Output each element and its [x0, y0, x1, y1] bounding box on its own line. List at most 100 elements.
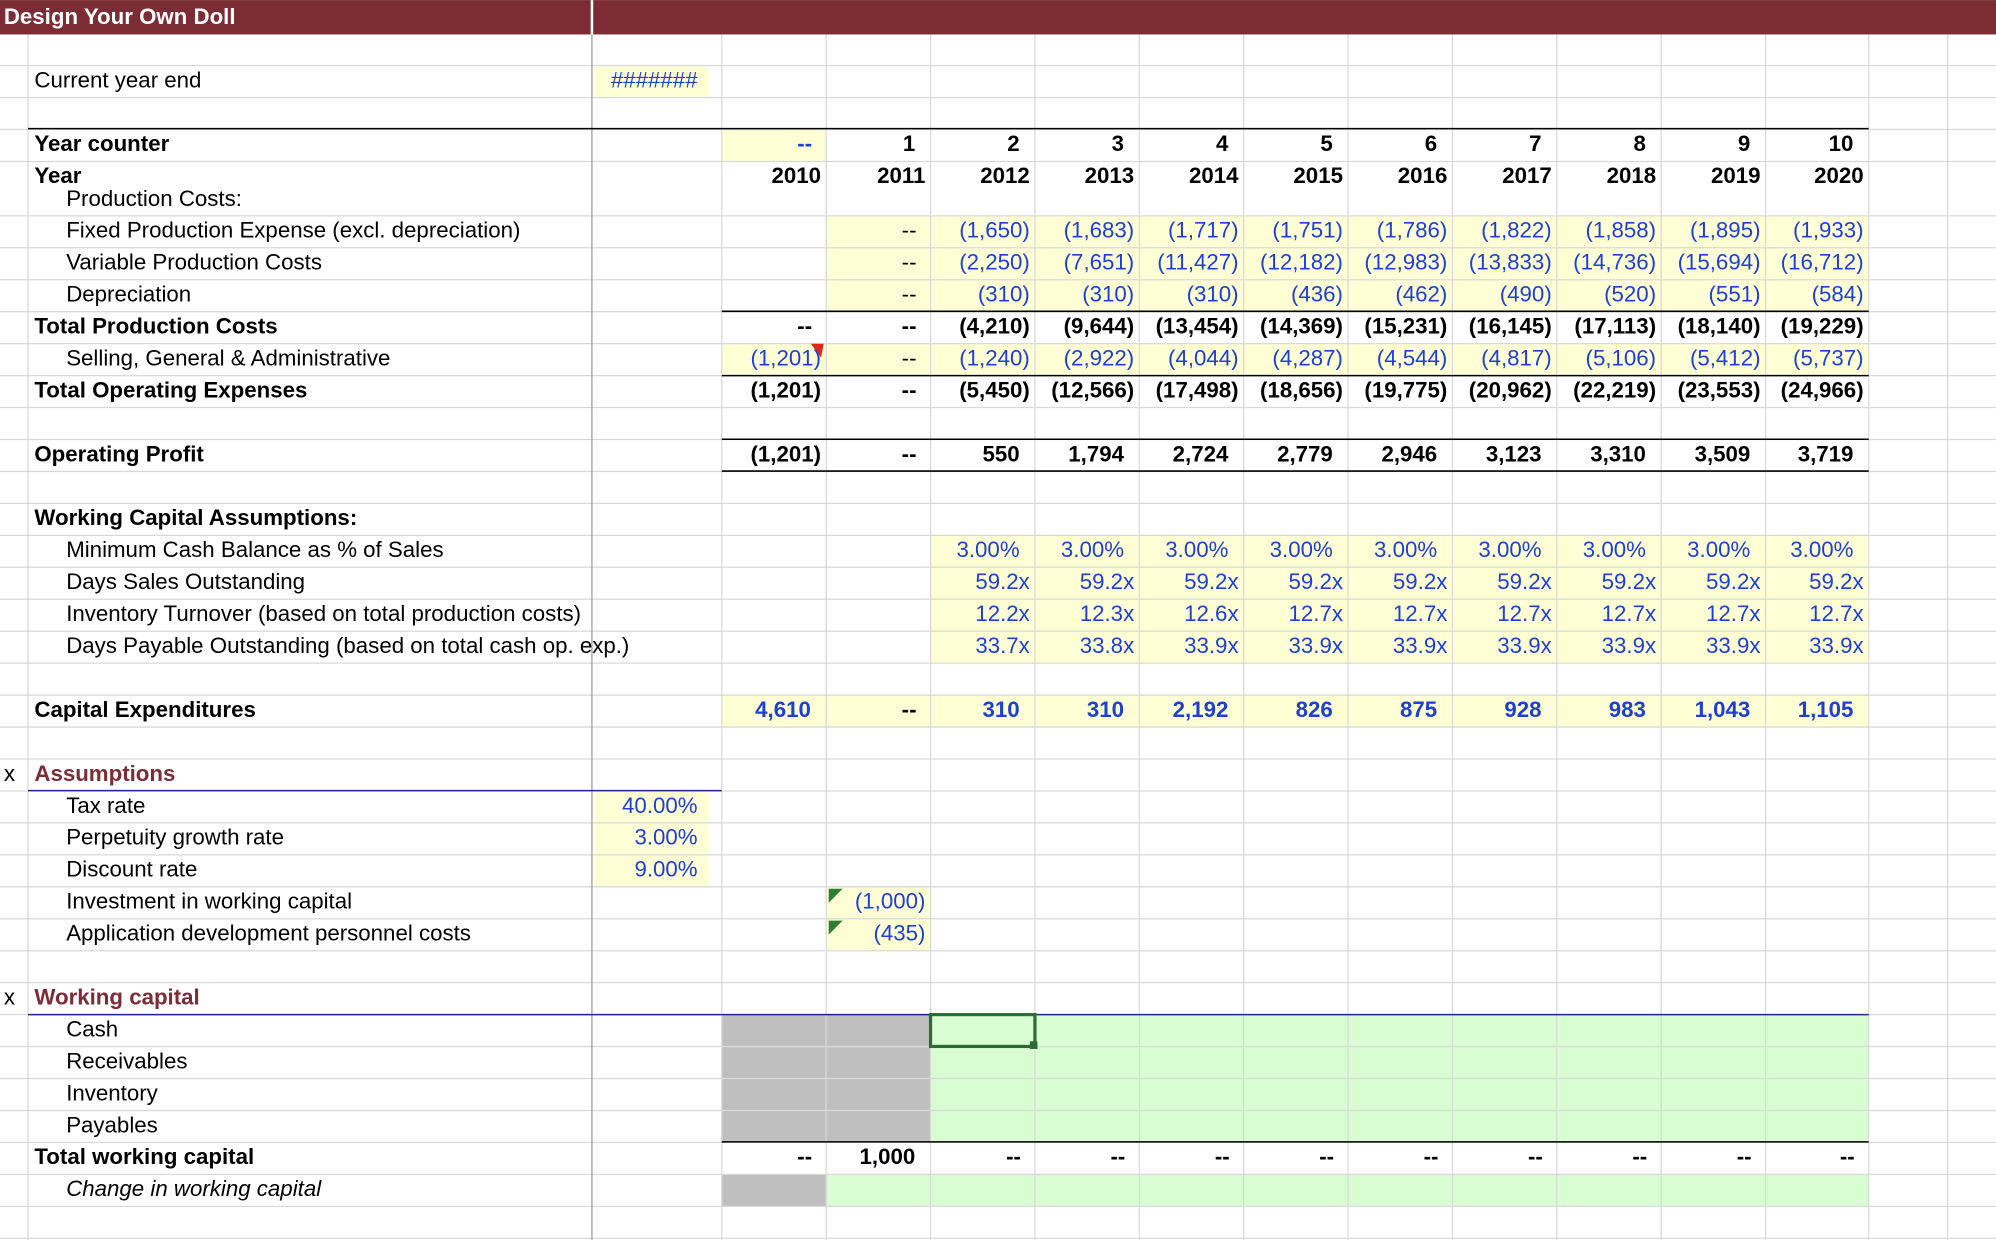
- cell-value: 33.7x: [975, 633, 1029, 658]
- cell-value: 12.3x: [1080, 601, 1134, 626]
- cell-fill: [826, 886, 931, 919]
- cell-value: 1,043: [1695, 697, 1751, 722]
- cell-value: (436): [1291, 282, 1343, 307]
- cell-value: 2020: [1814, 163, 1864, 188]
- cell-value: --: [1840, 1144, 1855, 1169]
- cell-value: 3.00%: [1478, 537, 1541, 562]
- error-flag: [828, 920, 843, 935]
- row-label: Perpetuity growth rate: [66, 825, 284, 850]
- cell-value: --: [902, 250, 917, 275]
- cell-value: 59.2x: [1393, 569, 1447, 594]
- cell-value: (11,427): [1157, 250, 1238, 275]
- row-label: Inventory Turnover (based on total produ…: [66, 601, 581, 626]
- cell-value: --: [1110, 1144, 1125, 1169]
- gridlines: [0, 34, 1996, 1240]
- row-label: Cash: [66, 1016, 118, 1041]
- input-fill: [594, 790, 710, 823]
- fill-handle: [1029, 1041, 1038, 1049]
- cell-value: 33.9x: [1706, 633, 1760, 658]
- cell-fill: [721, 695, 1869, 728]
- cell-value: (310): [978, 282, 1030, 307]
- cell-value: 2012: [980, 163, 1030, 188]
- cell-value: 2018: [1607, 163, 1657, 188]
- cell-value: (1,717): [1168, 218, 1239, 243]
- cell-value: (16,145): [1469, 313, 1552, 338]
- cell-value: 1,105: [1798, 697, 1854, 722]
- cell-value: (7,651): [1064, 250, 1135, 275]
- cell-value: (12,566): [1051, 377, 1134, 402]
- row-label: Investment in working capital: [66, 889, 352, 914]
- cell-value: 59.2x: [975, 569, 1029, 594]
- cell-value: --: [902, 697, 917, 722]
- cell-value: (462): [1395, 282, 1447, 307]
- row-label: Capital Expenditures: [34, 697, 255, 722]
- row-label: Tax rate: [66, 793, 145, 818]
- cell-value: (584): [1812, 282, 1864, 307]
- cell-value: --: [1632, 1144, 1647, 1169]
- cell-value: (1,858): [1586, 218, 1657, 243]
- cell-fill: [930, 535, 1869, 568]
- row-label: Fixed Production Expense (excl. deprecia…: [66, 218, 520, 243]
- cell-value: (12,182): [1260, 250, 1343, 275]
- cell-value: 12.7x: [1289, 601, 1343, 626]
- cell-value: 3.00%: [1270, 537, 1333, 562]
- cell-value: (1,000): [855, 889, 926, 914]
- cell-value: (1,201): [750, 377, 821, 402]
- cell-value: 310: [982, 697, 1019, 722]
- row-label: Selling, General & Administrative: [66, 345, 390, 370]
- cell-value: (19,775): [1364, 377, 1447, 402]
- cell-value: (4,817): [1481, 345, 1552, 370]
- cell-value: (17,498): [1156, 377, 1239, 402]
- row-label: Change in working capital: [66, 1176, 322, 1201]
- row-label: Inventory: [66, 1080, 158, 1105]
- cell-value: (5,412): [1690, 345, 1761, 370]
- cell-value: 12.7x: [1706, 601, 1760, 626]
- cell-fill: [930, 631, 1869, 664]
- cell-value: 59.2x: [1184, 569, 1238, 594]
- cell-value: 33.8x: [1080, 633, 1134, 658]
- row-label: Production Costs:: [66, 186, 242, 211]
- cell-value: 3.00%: [1165, 537, 1228, 562]
- cell-value: 2,192: [1173, 697, 1229, 722]
- row-label: Working capital: [34, 984, 199, 1009]
- cell-value: (551): [1709, 282, 1761, 307]
- cell-value: --: [902, 377, 917, 402]
- cell-value: 4,610: [755, 697, 811, 722]
- cell-value: 7: [1529, 131, 1541, 156]
- cell-value: (24,966): [1781, 377, 1864, 402]
- row-label: Discount rate: [66, 857, 197, 882]
- cell-value: (1,201): [750, 441, 821, 466]
- cell-value: 3.00%: [1374, 537, 1437, 562]
- error-flag: [828, 888, 843, 903]
- cell-value: --: [1424, 1144, 1439, 1169]
- row-label: Working Capital Assumptions:: [34, 505, 357, 530]
- row-marker: x: [4, 761, 15, 786]
- title-bar: [0, 0, 1996, 35]
- cell-value: (23,553): [1678, 377, 1761, 402]
- cell-value: 4: [1216, 131, 1229, 156]
- cell-value: 3.00%: [956, 537, 1019, 562]
- cell-fill: [721, 1174, 827, 1207]
- cell-value: (14,369): [1260, 313, 1343, 338]
- cell-value: 12.2x: [975, 601, 1029, 626]
- cell-value: 3.00%: [1061, 537, 1124, 562]
- cell-value: (4,044): [1168, 345, 1239, 370]
- cell-value: (435): [873, 921, 925, 946]
- cell-value: 3.00%: [1583, 537, 1646, 562]
- cell-value: --: [1319, 1144, 1334, 1169]
- cell-value: 310: [1087, 697, 1124, 722]
- cell-value: (4,210): [959, 313, 1030, 338]
- cell-fill: [826, 918, 931, 951]
- cell-value: 3: [1112, 131, 1124, 156]
- cell-value: 928: [1504, 697, 1541, 722]
- cell-value: (9,644): [1064, 313, 1135, 338]
- cell-value: --: [902, 282, 917, 307]
- cell-value: 3,123: [1486, 441, 1542, 466]
- cell-value: 59.2x: [1706, 569, 1760, 594]
- cell-value: (16,712): [1781, 250, 1864, 275]
- cell-value: --: [797, 1144, 812, 1169]
- cell-value: 12.7x: [1497, 601, 1551, 626]
- cell-value: 3.00%: [1687, 537, 1750, 562]
- selected-cell: [928, 1013, 1037, 1049]
- cell-value: (2,250): [959, 250, 1030, 275]
